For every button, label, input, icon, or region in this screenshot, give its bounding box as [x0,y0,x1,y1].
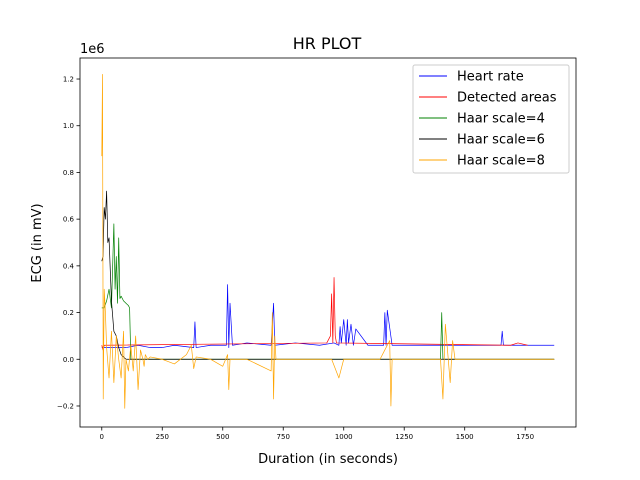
series-line-5 [101,73,555,409]
legend-label: Heart rate [457,70,524,85]
legend-label: Haar scale=8 [457,154,545,169]
y-axis-label: ECG (in mV) [30,203,45,282]
x-tick-label: 1750 [516,433,534,441]
x-tick-label: 750 [277,433,290,441]
x-tick-label: 500 [216,433,229,441]
y-tick-label: 1.2 [63,76,74,84]
legend-label: Haar scale=4 [457,112,545,127]
legend-label: Haar scale=6 [457,133,545,148]
legend: Heart rate Detected areas Haar scale=4 Haar… [412,64,570,174]
plot-area [79,57,577,428]
y-tick-label: −0.2 [57,402,74,410]
series-line-2 [101,277,528,351]
y-tick-label: 0.0 [63,356,74,364]
x-tick-label: 1500 [456,433,474,441]
y-tick-label: 0.6 [63,216,75,224]
x-tick-label: 1250 [395,433,413,441]
y-tick-label: 1.0 [63,122,74,130]
legend-label: Detected areas [457,91,557,106]
y-offset-label: 1e6 [80,42,105,57]
y-tick-label: 0.8 [63,169,74,177]
x-tick-label: 0 [100,433,104,441]
x-tick-label: 1000 [335,433,353,441]
x-axis-label: Duration (in seconds) [258,452,398,467]
x-tick-label: 250 [156,433,169,441]
y-tick-label: 0.2 [63,309,74,317]
y-axis: −0.2 0.0 0.2 0.4 0.6 0.8 1.0 1.2 [57,76,80,410]
plot-frame [79,57,577,428]
series-layer [101,73,555,409]
series-line-1 [101,284,555,348]
y-tick-label: 0.4 [63,262,75,270]
chart-title: HR PLOT [293,34,362,53]
x-axis: 0 250 500 750 1000 1250 1500 1750 [100,427,534,441]
legend-box [412,64,570,174]
